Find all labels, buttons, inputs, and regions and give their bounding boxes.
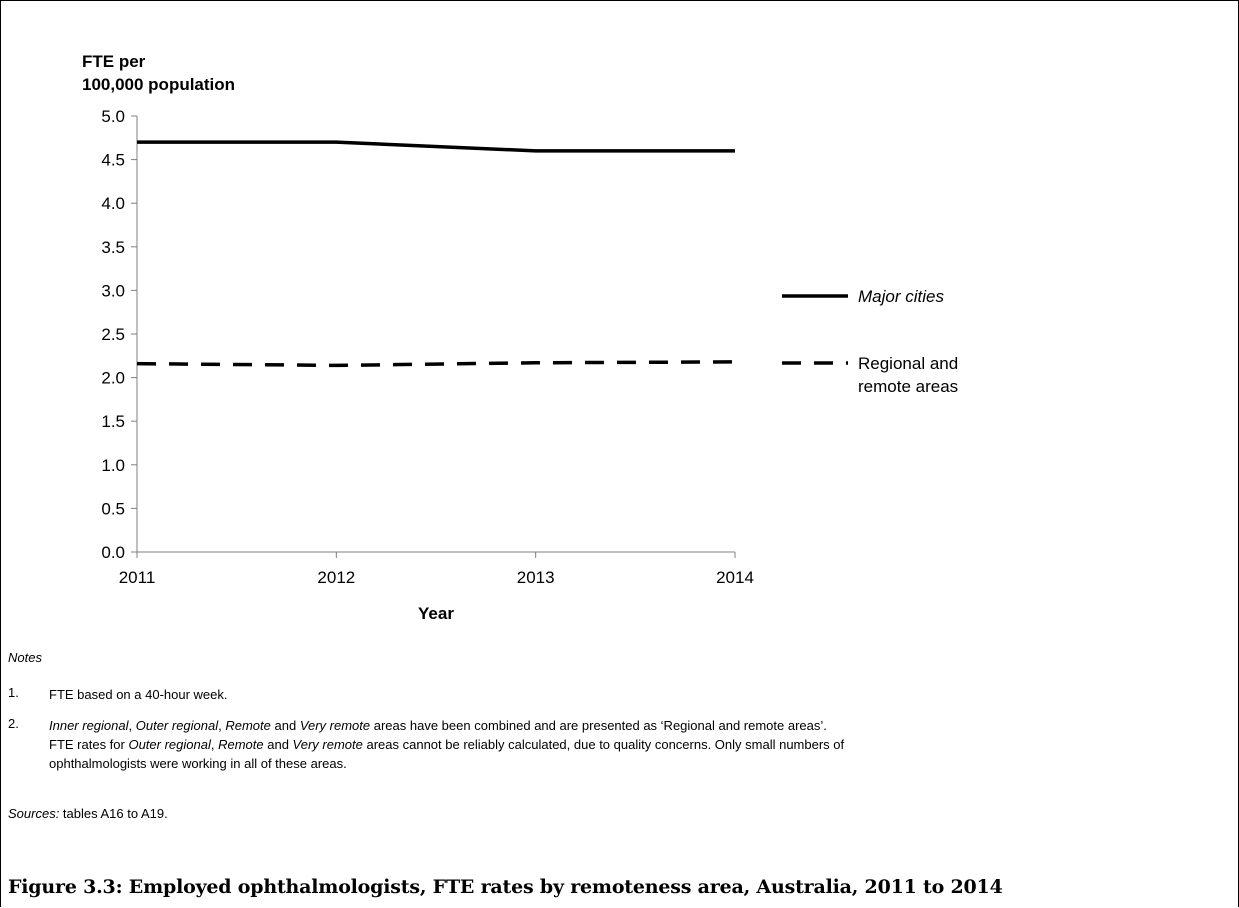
y-tick-label: 3.5	[101, 238, 125, 257]
legend-label-regional-line-1: Regional and	[858, 354, 958, 373]
x-tick-label: 2013	[517, 568, 555, 587]
y-tick-label: 0.0	[101, 543, 125, 562]
note-2-sep: ,	[210, 737, 219, 752]
y-tick-label: 4.0	[101, 194, 125, 213]
y-axis-title-line-2: 100,000 population	[82, 75, 236, 94]
note-1-number: 1.	[8, 685, 19, 700]
y-axis-title: FTE per 100,000 population	[82, 50, 235, 96]
y-tick-label: 5.0	[101, 107, 125, 126]
y-tick-label: 2.0	[101, 369, 125, 388]
x-tick-label: 2012	[317, 568, 355, 587]
x-axis-title: Year	[418, 604, 454, 623]
sources-line: Sources: tables A16 to A19.	[8, 806, 168, 821]
y-axis-title-line-1: FTE per	[82, 52, 146, 71]
note-2-term: Remote	[225, 718, 271, 733]
note-2-sep: and	[263, 737, 293, 752]
note-2-sep: and	[270, 718, 300, 733]
note-2-sep: areas cannot be reliably calculated, due…	[49, 737, 845, 771]
note-2-number: 2.	[8, 716, 19, 731]
sources-label: Sources:	[8, 806, 60, 821]
note-2-term: Outer regional	[128, 737, 211, 752]
line-chart: 0.0 0.5 1.0 1.5 2.0 2.5 3.0 3.5 4.0 4.5 5.0 2011 201…	[101, 107, 958, 623]
note-2-term: Inner regional	[49, 718, 129, 733]
x-tick-label: 2014	[716, 568, 754, 587]
y-tick-label: 3.0	[101, 281, 125, 300]
legend-label-major-cities: Major cities	[858, 287, 944, 306]
y-tick-label: 0.5	[101, 499, 125, 518]
note-2-sep: ,	[128, 718, 136, 733]
series-line-major-cities	[137, 140, 735, 153]
note-2-term: Very remote	[299, 718, 371, 733]
note-2-sep: ,	[218, 718, 226, 733]
figure-caption: Figure 3.3: Employed ophthalmologists, F…	[8, 876, 1003, 898]
note-1-text: FTE based on a 40-hour week.	[49, 687, 228, 702]
note-2-term: Very remote	[292, 737, 363, 752]
notes-heading: Notes	[8, 650, 42, 665]
legend-label-regional-line-2: remote areas	[858, 377, 958, 396]
sources-text: tables A16 to A19.	[59, 806, 168, 821]
note-2-sep: areas have been combined and are present…	[49, 718, 827, 752]
y-tick-label: 4.5	[101, 151, 125, 170]
y-tick-label: 1.0	[101, 456, 125, 475]
y-tick-label: 1.5	[101, 412, 125, 431]
y-tick-label: 2.5	[101, 325, 125, 344]
x-tick-label: 2011	[119, 568, 156, 587]
note-2-term: Outer regional	[135, 718, 219, 733]
series-line-regional-remote	[136, 360, 736, 368]
note-2-text: Inner regional, Outer regional, Remote a…	[49, 716, 849, 773]
note-2-term: Remote	[218, 737, 264, 752]
